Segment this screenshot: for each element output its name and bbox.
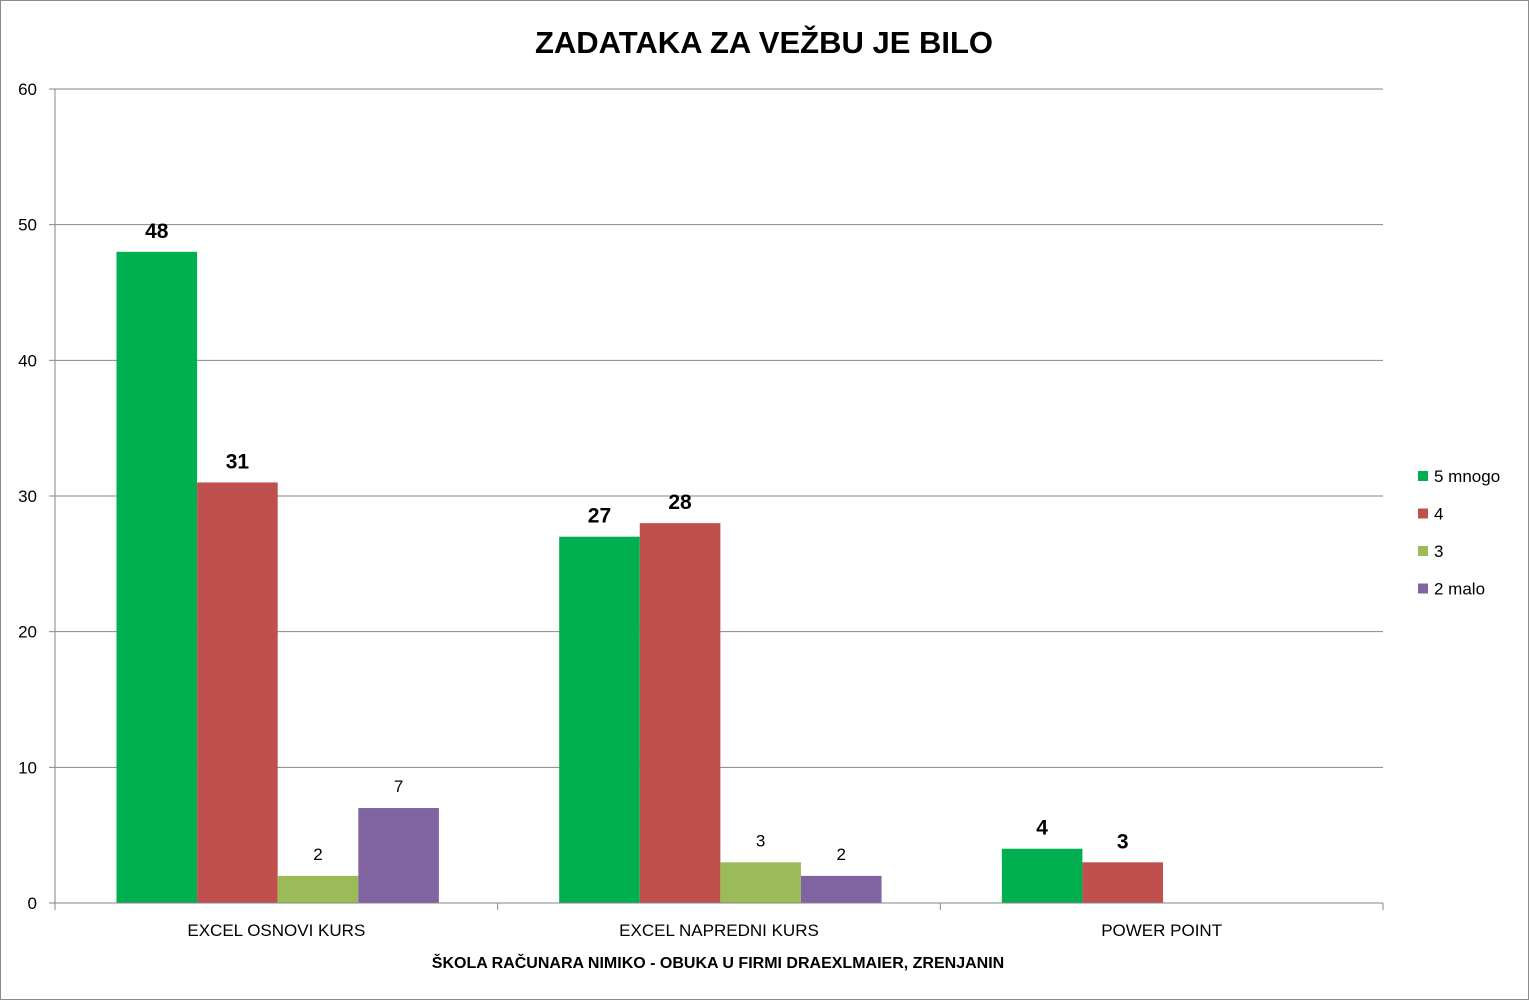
data-label: 27 [588, 505, 611, 528]
axes [49, 88, 1384, 910]
category-label: EXCEL NAPREDNI KURS [619, 921, 819, 940]
legend-swatch [1418, 546, 1428, 556]
bar [1082, 862, 1164, 903]
data-label: 48 [145, 220, 169, 243]
chart-title: ZADATAKA ZA VEŽBU JE BILO [535, 24, 993, 60]
data-label: 2 [313, 845, 322, 864]
data-label: 3 [1117, 830, 1129, 853]
data-label: 4 [1036, 817, 1048, 840]
data-label: 2 [837, 845, 846, 864]
bar [800, 875, 882, 903]
y-tick-label: 0 [28, 894, 37, 913]
data-label: 3 [756, 831, 765, 850]
legend-label: 4 [1434, 505, 1443, 524]
y-axis-ticks: 0 10 20 30 40 50 60 [18, 80, 37, 913]
category-label: EXCEL OSNOVI KURS [187, 921, 365, 940]
category-label: POWER POINT [1101, 921, 1222, 940]
legend-swatch [1418, 471, 1428, 481]
legend-label: 3 [1434, 542, 1443, 561]
bar [358, 808, 439, 903]
data-label: 7 [394, 777, 403, 796]
y-tick-label: 50 [18, 216, 37, 235]
bar [197, 482, 278, 903]
data-label: 31 [226, 450, 250, 473]
legend-label: 2 malo [1434, 580, 1485, 599]
bar [277, 875, 359, 903]
bar [639, 523, 721, 903]
legend-swatch [1418, 583, 1428, 594]
bar [559, 536, 640, 903]
legend-label: 5 mnogo [1434, 467, 1500, 486]
y-tick-label: 30 [18, 487, 37, 506]
bar [116, 251, 198, 904]
y-tick-label: 10 [18, 758, 37, 777]
y-tick-label: 60 [18, 80, 37, 99]
y-tick-label: 20 [18, 623, 37, 642]
y-tick-label: 40 [18, 351, 37, 370]
data-labels: 48 27 4 31 28 3 2 3 7 2 [145, 220, 1128, 864]
data-label: 28 [668, 491, 692, 514]
x-axis-categories: EXCEL OSNOVI KURS EXCEL NAPREDNI KURS POWE… [187, 921, 1222, 940]
bar [1001, 848, 1083, 903]
legend-swatch [1418, 508, 1428, 519]
bar [720, 862, 801, 903]
legend: 5 mnogo 4 3 2 malo [1418, 467, 1500, 599]
bars [116, 251, 1164, 904]
x-axis-label: ŠKOLA RAČUNARA NIMIKO - OBUKA U FIRMI DR… [432, 953, 1004, 972]
